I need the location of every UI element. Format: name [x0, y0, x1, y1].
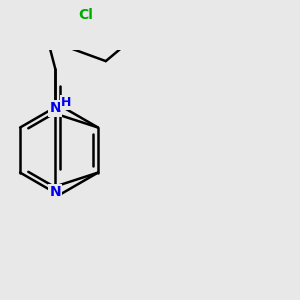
Text: N: N: [50, 185, 61, 199]
Text: N: N: [50, 101, 61, 116]
Text: Cl: Cl: [78, 8, 93, 22]
Text: H: H: [61, 96, 72, 109]
